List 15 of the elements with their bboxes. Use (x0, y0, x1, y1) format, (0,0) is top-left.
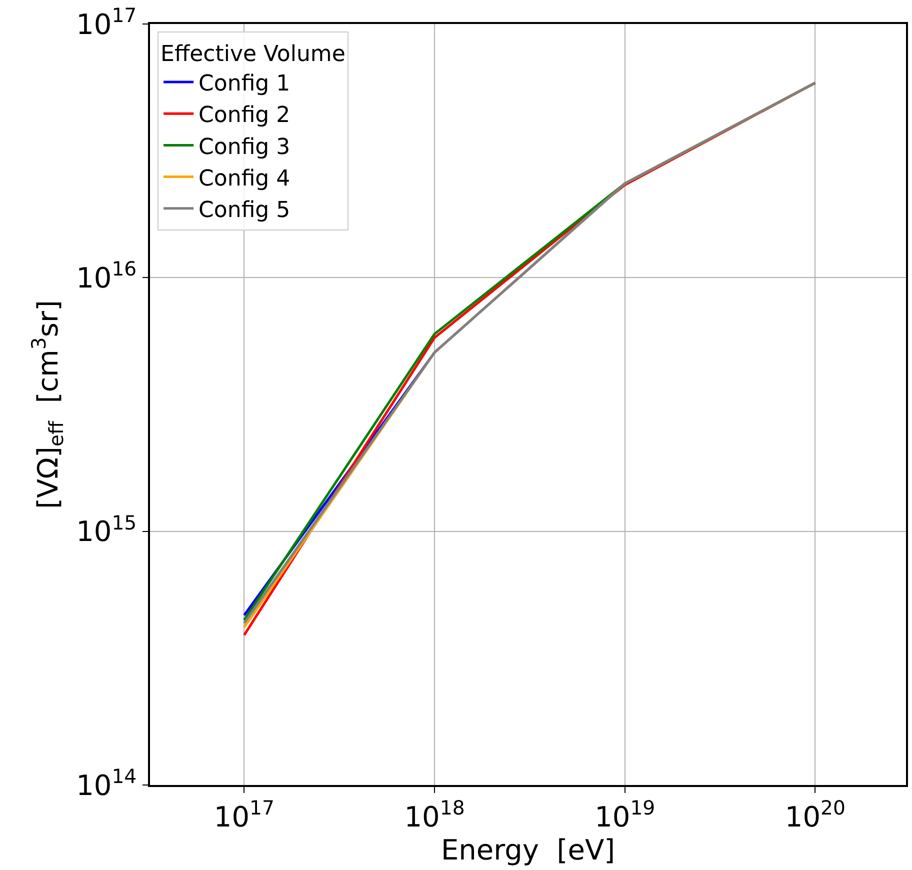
legend-label: Config 1 (198, 72, 290, 97)
legend-title: Effective Volume (160, 42, 346, 68)
legend-label: Config 2 (198, 103, 290, 128)
y-tick-label: 10$^{17}$ (76, 4, 137, 41)
y-tick-label: 10$^{15}$ (76, 511, 137, 548)
x-tick-label: 10$^{18}$ (404, 796, 465, 834)
x-tick-label: 10$^{19}$ (594, 796, 656, 834)
x-axis-title: Energy [eV] (440, 833, 616, 866)
legend-label: Config 3 (198, 134, 290, 160)
legend-label: Config 4 (198, 166, 290, 192)
legend-label: Config 5 (198, 198, 290, 223)
x-tick-label: 10$^{17}$ (214, 796, 274, 834)
y-tick-label: 10$^{14}$ (76, 765, 137, 802)
x-tick-label: 10$^{20}$ (784, 796, 846, 834)
y-tick-label: 10$^{16}$ (76, 258, 137, 294)
